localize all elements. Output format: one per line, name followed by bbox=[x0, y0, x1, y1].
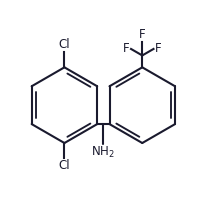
Text: F: F bbox=[123, 42, 130, 55]
Text: F: F bbox=[155, 42, 161, 55]
Text: NH$_2$: NH$_2$ bbox=[91, 145, 115, 160]
Text: F: F bbox=[139, 28, 146, 41]
Text: Cl: Cl bbox=[59, 38, 70, 51]
Text: Cl: Cl bbox=[59, 159, 70, 172]
